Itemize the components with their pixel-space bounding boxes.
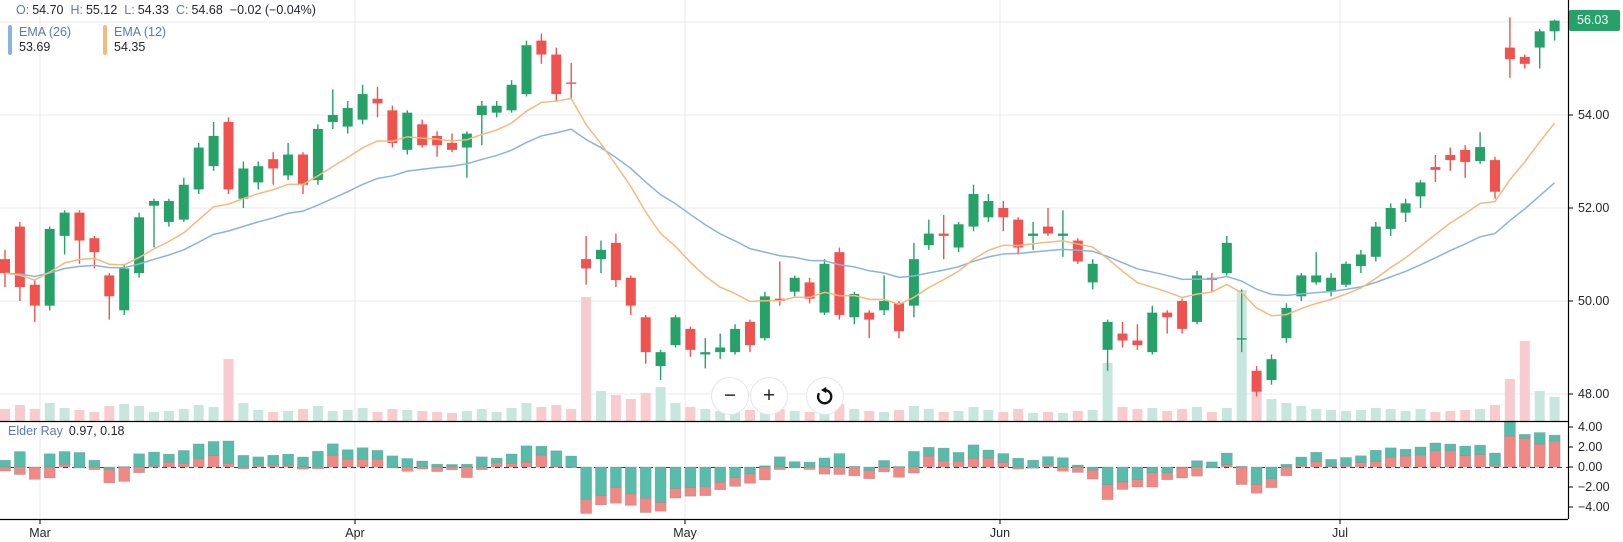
zoom-in-button[interactable]: + xyxy=(750,377,788,415)
close-value: 54.68 xyxy=(191,3,223,17)
ema-26-line xyxy=(4,128,1556,297)
elder-ray-value: 0.97, 0.18 xyxy=(68,424,125,438)
ohlc-legend: O: 54.70 H: 55.12 L: 54.33 C: 54.68 −0.02 (−0.04… xyxy=(16,3,316,17)
svg-text:52.00: 52.00 xyxy=(1578,201,1609,215)
low-label: L: xyxy=(124,3,135,17)
reset-zoom-button[interactable] xyxy=(806,377,844,415)
svg-text:0.00: 0.00 xyxy=(1578,460,1602,474)
minus-icon: − xyxy=(723,384,737,407)
svg-text:Jun: Jun xyxy=(990,526,1010,540)
svg-text:2.00: 2.00 xyxy=(1578,440,1602,454)
svg-text:Apr: Apr xyxy=(345,526,364,540)
ema-26-legend: EMA (26) 53.69 xyxy=(8,25,103,55)
svg-text:54.00: 54.00 xyxy=(1578,108,1609,122)
plus-icon: + xyxy=(762,384,776,407)
last-price-value: 56.03 xyxy=(1577,13,1609,27)
candlestick-series xyxy=(0,17,1560,397)
high-label: H: xyxy=(70,3,83,17)
svg-text:48.00: 48.00 xyxy=(1578,387,1609,401)
elder-axis-ticks: 4.00 2.00 0.00 −2.00 −4.00 xyxy=(1568,420,1610,514)
ema-26-label: EMA (26) xyxy=(19,25,72,39)
last-price-badge: 56.03 xyxy=(1569,10,1620,31)
grid-lines xyxy=(0,0,1568,519)
open-label: O: xyxy=(16,3,30,17)
svg-text:−4.00: −4.00 xyxy=(1578,500,1610,514)
svg-text:Mar: Mar xyxy=(29,526,51,540)
volume-series xyxy=(0,290,1560,421)
close-label: C: xyxy=(175,3,189,17)
time-axis[interactable] xyxy=(0,519,1568,542)
ema-legends: EMA (26) 53.69 EMA (12) 54.35 xyxy=(8,25,198,55)
ema-12-line xyxy=(4,97,1556,317)
price-axis[interactable] xyxy=(1568,0,1623,519)
open-value: 54.70 xyxy=(32,3,64,17)
zoom-out-button[interactable]: − xyxy=(711,377,749,415)
ema-12-label: EMA (12) xyxy=(114,25,167,39)
svg-text:Jul: Jul xyxy=(1332,526,1348,540)
price-axis-ticks: 54.00 52.00 50.00 48.00 xyxy=(1568,108,1609,401)
axes xyxy=(0,0,1570,521)
change-value: −0.02 (−0.04%) xyxy=(229,3,316,17)
ema-26-marker-icon xyxy=(8,25,12,55)
low-value: 54.33 xyxy=(137,3,169,17)
time-axis-ticks: Mar Apr May Jun Jul xyxy=(29,519,1348,540)
elder-ray-legend: Elder Ray 0.97, 0.18 xyxy=(8,424,125,438)
high-value: 55.12 xyxy=(85,3,118,17)
svg-text:−2.00: −2.00 xyxy=(1578,480,1610,494)
svg-text:4.00: 4.00 xyxy=(1578,420,1602,434)
elder-ray-series xyxy=(0,422,1561,514)
ema-12-marker-icon xyxy=(103,25,107,55)
svg-text:May: May xyxy=(673,526,697,540)
ema-26-value: 53.69 xyxy=(19,40,51,54)
reset-icon xyxy=(816,386,833,405)
elder-ray-label: Elder Ray xyxy=(8,424,63,438)
svg-text:50.00: 50.00 xyxy=(1578,294,1609,308)
ema-12-legend: EMA (12) 54.35 xyxy=(103,25,198,55)
ema-12-value: 54.35 xyxy=(114,40,146,54)
